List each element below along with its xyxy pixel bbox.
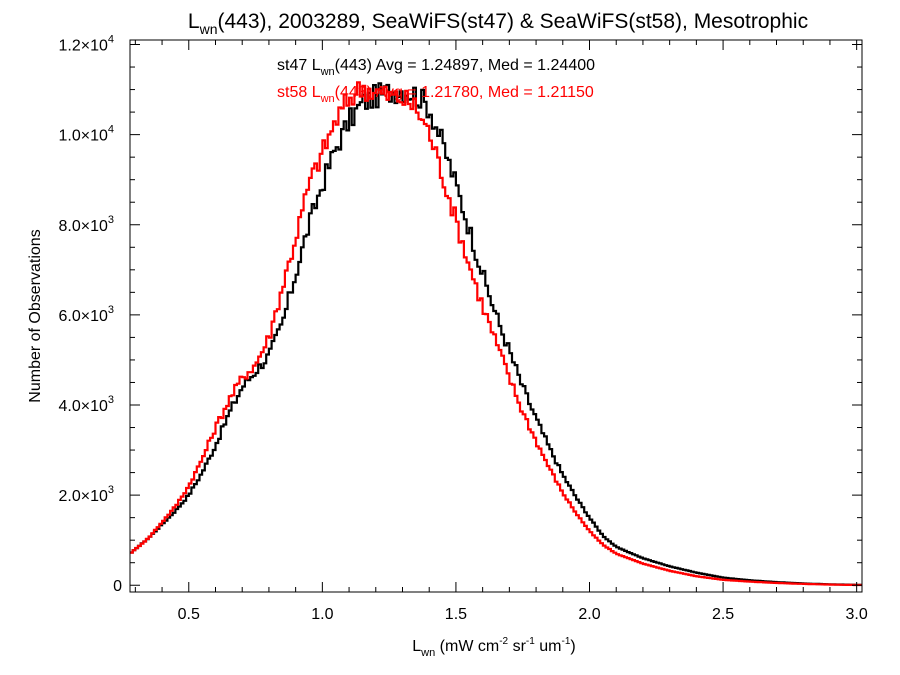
- annotation-st58: st58 Lwn(443) Avg = 1.21780, Med = 1.211…: [277, 84, 594, 105]
- x-axis-label-sup3: -1: [561, 636, 570, 647]
- x-axis-label-mid2: sr: [508, 638, 526, 655]
- y-tick-label-base-2: 4.0×10: [58, 398, 107, 415]
- annotation-st47-pre: st47 L: [277, 57, 321, 74]
- x-axis-label-mid3: um: [535, 638, 562, 655]
- annotation-st47-sub: wn: [320, 66, 335, 78]
- chart-title: Lwn(443), 2003289, SeaWiFS(st47) & SeaWi…: [188, 10, 808, 37]
- plot-area: 0.5 1.0 1.5 2.0 2.5 3.002.0×1034.0×1036.0×103…: [58, 34, 867, 623]
- x-axis-label-sup2: -1: [526, 636, 535, 647]
- x-tick-label-0: 0.5: [178, 606, 200, 623]
- y-tick-label-exp-5: 4: [108, 124, 114, 136]
- x-axis-label-sup1: -2: [499, 636, 508, 647]
- y-tick-label-base-0: 0: [113, 578, 122, 595]
- y-tick-label-2: 4.0×103: [58, 394, 114, 415]
- chart-title-sub: wn: [199, 21, 218, 37]
- y-tick-label-exp-2: 3: [108, 394, 114, 406]
- annotation-st58-pre: st58 L: [277, 84, 321, 101]
- y-tick-label-exp-4: 3: [108, 214, 114, 226]
- x-axis-label-pre: L: [412, 638, 421, 655]
- y-tick-label-exp-1: 3: [108, 484, 114, 496]
- x-tick-label-3: 2.0: [578, 606, 600, 623]
- y-tick-label-base-6: 1.2×10: [58, 38, 107, 55]
- chart-title-post: (443), 2003289, SeaWiFS(st47) & SeaWiFS(…: [218, 10, 809, 33]
- x-tick-label-2: 1.5: [445, 606, 467, 623]
- y-tick-label-6: 1.2×104: [58, 34, 114, 55]
- x-tick-label-1: 1.0: [311, 606, 333, 623]
- x-axis-label-mid1: (mW cm: [435, 638, 499, 655]
- y-tick-label-5: 1.0×104: [58, 124, 114, 145]
- y-tick-label-exp-3: 3: [108, 304, 114, 316]
- y-tick-label-base-1: 2.0×10: [58, 488, 107, 505]
- x-axis-label-sub: wn: [420, 647, 435, 659]
- x-axis-label-post: ): [570, 638, 575, 655]
- plot-frame: [129, 39, 863, 593]
- annotation-st47: st47 Lwn(443) Avg = 1.24897, Med = 1.244…: [277, 57, 595, 78]
- y-tick-label-base-3: 6.0×10: [58, 308, 107, 325]
- annotation-st58-post: (443) Avg = 1.21780, Med = 1.21150: [335, 84, 594, 101]
- x-axis-label: Lwn (mW cm-2 sr-1 um-1): [412, 636, 575, 659]
- annotation-st58-sub: wn: [320, 93, 335, 105]
- chart-title-pre: L: [188, 10, 200, 33]
- series-line-0: [130, 82, 862, 586]
- y-tick-label-exp-6: 4: [108, 34, 114, 46]
- x-tick-label-4: 2.5: [712, 606, 734, 623]
- series-line-1: [130, 81, 862, 587]
- y-tick-label-base-5: 1.0×10: [58, 128, 107, 145]
- y-tick-label-0: 0: [113, 578, 122, 595]
- x-tick-label-5: 3.0: [846, 606, 868, 623]
- y-tick-label-4: 8.0×103: [58, 214, 114, 235]
- annotation-st47-post: (443) Avg = 1.24897, Med = 1.24400: [335, 57, 595, 74]
- y-tick-label-3: 6.0×103: [58, 304, 114, 325]
- y-tick-label-base-4: 8.0×10: [58, 218, 107, 235]
- y-tick-label-1: 2.0×103: [58, 484, 114, 505]
- y-axis-label: Number of Observations: [27, 229, 44, 402]
